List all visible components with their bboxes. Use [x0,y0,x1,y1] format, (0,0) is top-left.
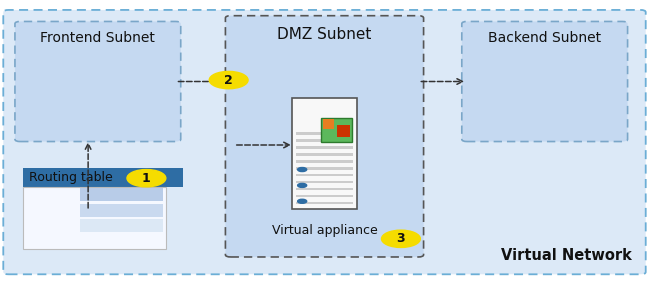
Bar [297,202,352,204]
Text: Virtual Network: Virtual Network [501,248,632,263]
Bar [297,174,352,176]
Bar [297,195,352,197]
FancyBboxPatch shape [462,21,628,142]
Circle shape [382,230,421,247]
Bar [80,188,163,201]
Bar [297,188,352,190]
Text: DMZ Subnet: DMZ Subnet [277,28,372,42]
Text: Frontend Subnet: Frontend Subnet [40,31,155,45]
Text: Routing table: Routing table [29,171,112,184]
Text: Virtual appliance: Virtual appliance [272,224,377,238]
Bar [80,219,163,232]
Bar [23,187,166,249]
Bar [297,167,352,170]
Bar [297,132,352,135]
Bar [337,125,350,137]
Bar [323,119,334,129]
Bar [297,146,352,149]
Text: 2: 2 [225,74,233,86]
Bar [297,160,352,163]
FancyBboxPatch shape [292,98,357,209]
FancyBboxPatch shape [225,16,424,257]
Bar [297,181,352,183]
FancyBboxPatch shape [15,21,180,142]
Bar [80,204,163,217]
Bar [297,139,352,142]
FancyBboxPatch shape [3,10,646,274]
Text: Backend Subnet: Backend Subnet [488,31,601,45]
Text: 1: 1 [142,172,151,185]
Circle shape [127,170,166,187]
Circle shape [298,168,307,172]
Circle shape [209,71,248,89]
Bar [297,153,352,156]
Circle shape [298,183,307,187]
Bar [321,117,352,142]
Bar [23,168,183,187]
Circle shape [298,199,307,203]
Text: 3: 3 [397,232,405,245]
